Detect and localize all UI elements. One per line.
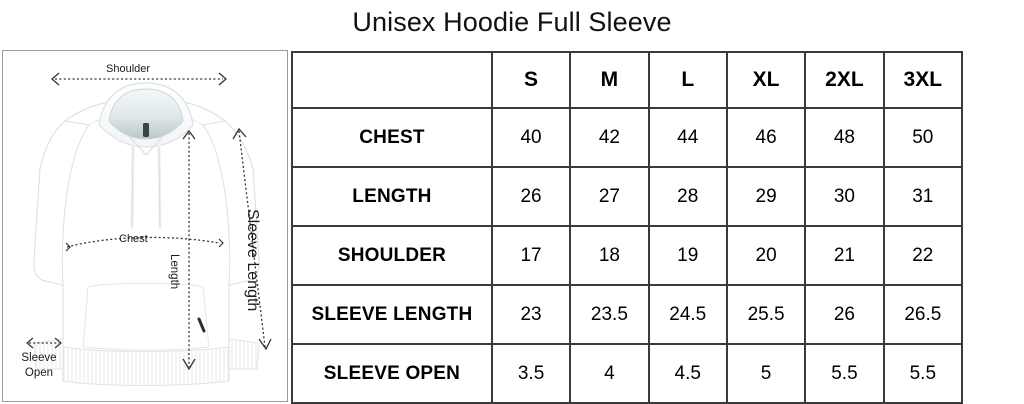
measurement-value: 40 <box>490 107 572 168</box>
dimension-label-shoulder: Shoulder <box>106 63 151 75</box>
measurement-value: 29 <box>725 166 807 227</box>
measurement-value: 26.5 <box>882 284 964 345</box>
measurement-value: 46 <box>725 107 807 168</box>
hoodie-diagram-panel: Shoulder Chest Length Sleeve Length Slee… <box>2 50 288 402</box>
table-header-size-l: L <box>647 51 728 109</box>
table-header-row: S M L XL 2XL 3XL <box>291 51 964 109</box>
measurement-value: 23 <box>490 284 572 345</box>
measurement-value: 23.5 <box>569 284 650 345</box>
table-header-size-3xl: 3XL <box>882 51 964 109</box>
measurement-value: 50 <box>882 107 964 168</box>
measurement-label: LENGTH <box>291 166 493 227</box>
hoodie-illustration-icon <box>26 72 272 387</box>
measurement-value: 19 <box>647 225 728 286</box>
measurement-value: 30 <box>804 166 885 227</box>
table-body: CHEST 40 42 44 46 48 50 LENGTH 26 27 28 29 30 31 SHOUL… <box>291 107 964 404</box>
measurement-value: 31 <box>882 166 964 227</box>
sleeve-open-line-2: Open <box>24 367 54 379</box>
measurement-value: 27 <box>569 166 650 227</box>
table-row: SLEEVE LENGTH 23 23.5 24.5 25.5 26 26.5 <box>291 284 964 345</box>
measurement-label: SLEEVE OPEN <box>291 343 493 404</box>
measurement-value: 5.5 <box>804 343 885 404</box>
measurement-value: 21 <box>804 225 885 286</box>
measurement-value: 24.5 <box>647 284 728 345</box>
measurement-value: 5 <box>725 343 807 404</box>
size-chart-table: S M L XL 2XL 3XL CHEST 40 42 44 46 48 50 LENGTH 26 27 2… <box>291 51 964 404</box>
measurement-value: 5.5 <box>882 343 964 404</box>
table-row: LENGTH 26 27 28 29 30 31 <box>291 166 964 227</box>
measurement-value: 44 <box>647 107 728 168</box>
measurement-value: 4.5 <box>647 343 728 404</box>
table-header-size-xl: XL <box>725 51 807 109</box>
measurement-value: 28 <box>647 166 728 227</box>
measurement-value: 26 <box>490 166 572 227</box>
measurement-value: 25.5 <box>725 284 807 345</box>
table-header-size-2xl: 2XL <box>804 51 885 109</box>
dimension-label-sleeve-open: Sleeve Open <box>8 351 70 381</box>
measurement-value: 20 <box>725 225 807 286</box>
measurement-value: 4 <box>569 343 650 404</box>
table-row: CHEST 40 42 44 46 48 50 <box>291 107 964 168</box>
table-row: SHOULDER 17 18 19 20 21 22 <box>291 225 964 286</box>
table-header-size-m: M <box>569 51 650 109</box>
measurement-value: 22 <box>882 225 964 286</box>
measurement-value: 3.5 <box>490 343 572 404</box>
measurement-value: 17 <box>490 225 572 286</box>
dimension-label-sleeve-length: Sleeve Length <box>244 209 261 312</box>
measurement-value: 26 <box>804 284 885 345</box>
measurement-label: SLEEVE LENGTH <box>291 284 493 345</box>
measurement-label: SHOULDER <box>291 225 493 286</box>
table-row: SLEEVE OPEN 3.5 4 4.5 5 5.5 5.5 <box>291 343 964 404</box>
dimension-label-length: Length <box>168 254 180 290</box>
measurement-value: 18 <box>569 225 650 286</box>
table-header-size-s: S <box>490 51 572 109</box>
sleeve-open-line-1: Sleeve <box>21 352 57 364</box>
dimension-label-chest: Chest <box>119 233 148 245</box>
measurement-value: 48 <box>804 107 885 168</box>
measurement-label: CHEST <box>291 107 493 168</box>
table-header: S M L XL 2XL 3XL <box>291 51 964 109</box>
table-corner-cell <box>291 51 493 109</box>
measurement-value: 42 <box>569 107 650 168</box>
size-chart-table-container: S M L XL 2XL 3XL CHEST 40 42 44 46 48 50 LENGTH 26 27 2… <box>291 51 964 404</box>
page-title: Unisex Hoodie Full Sleeve <box>352 7 672 37</box>
